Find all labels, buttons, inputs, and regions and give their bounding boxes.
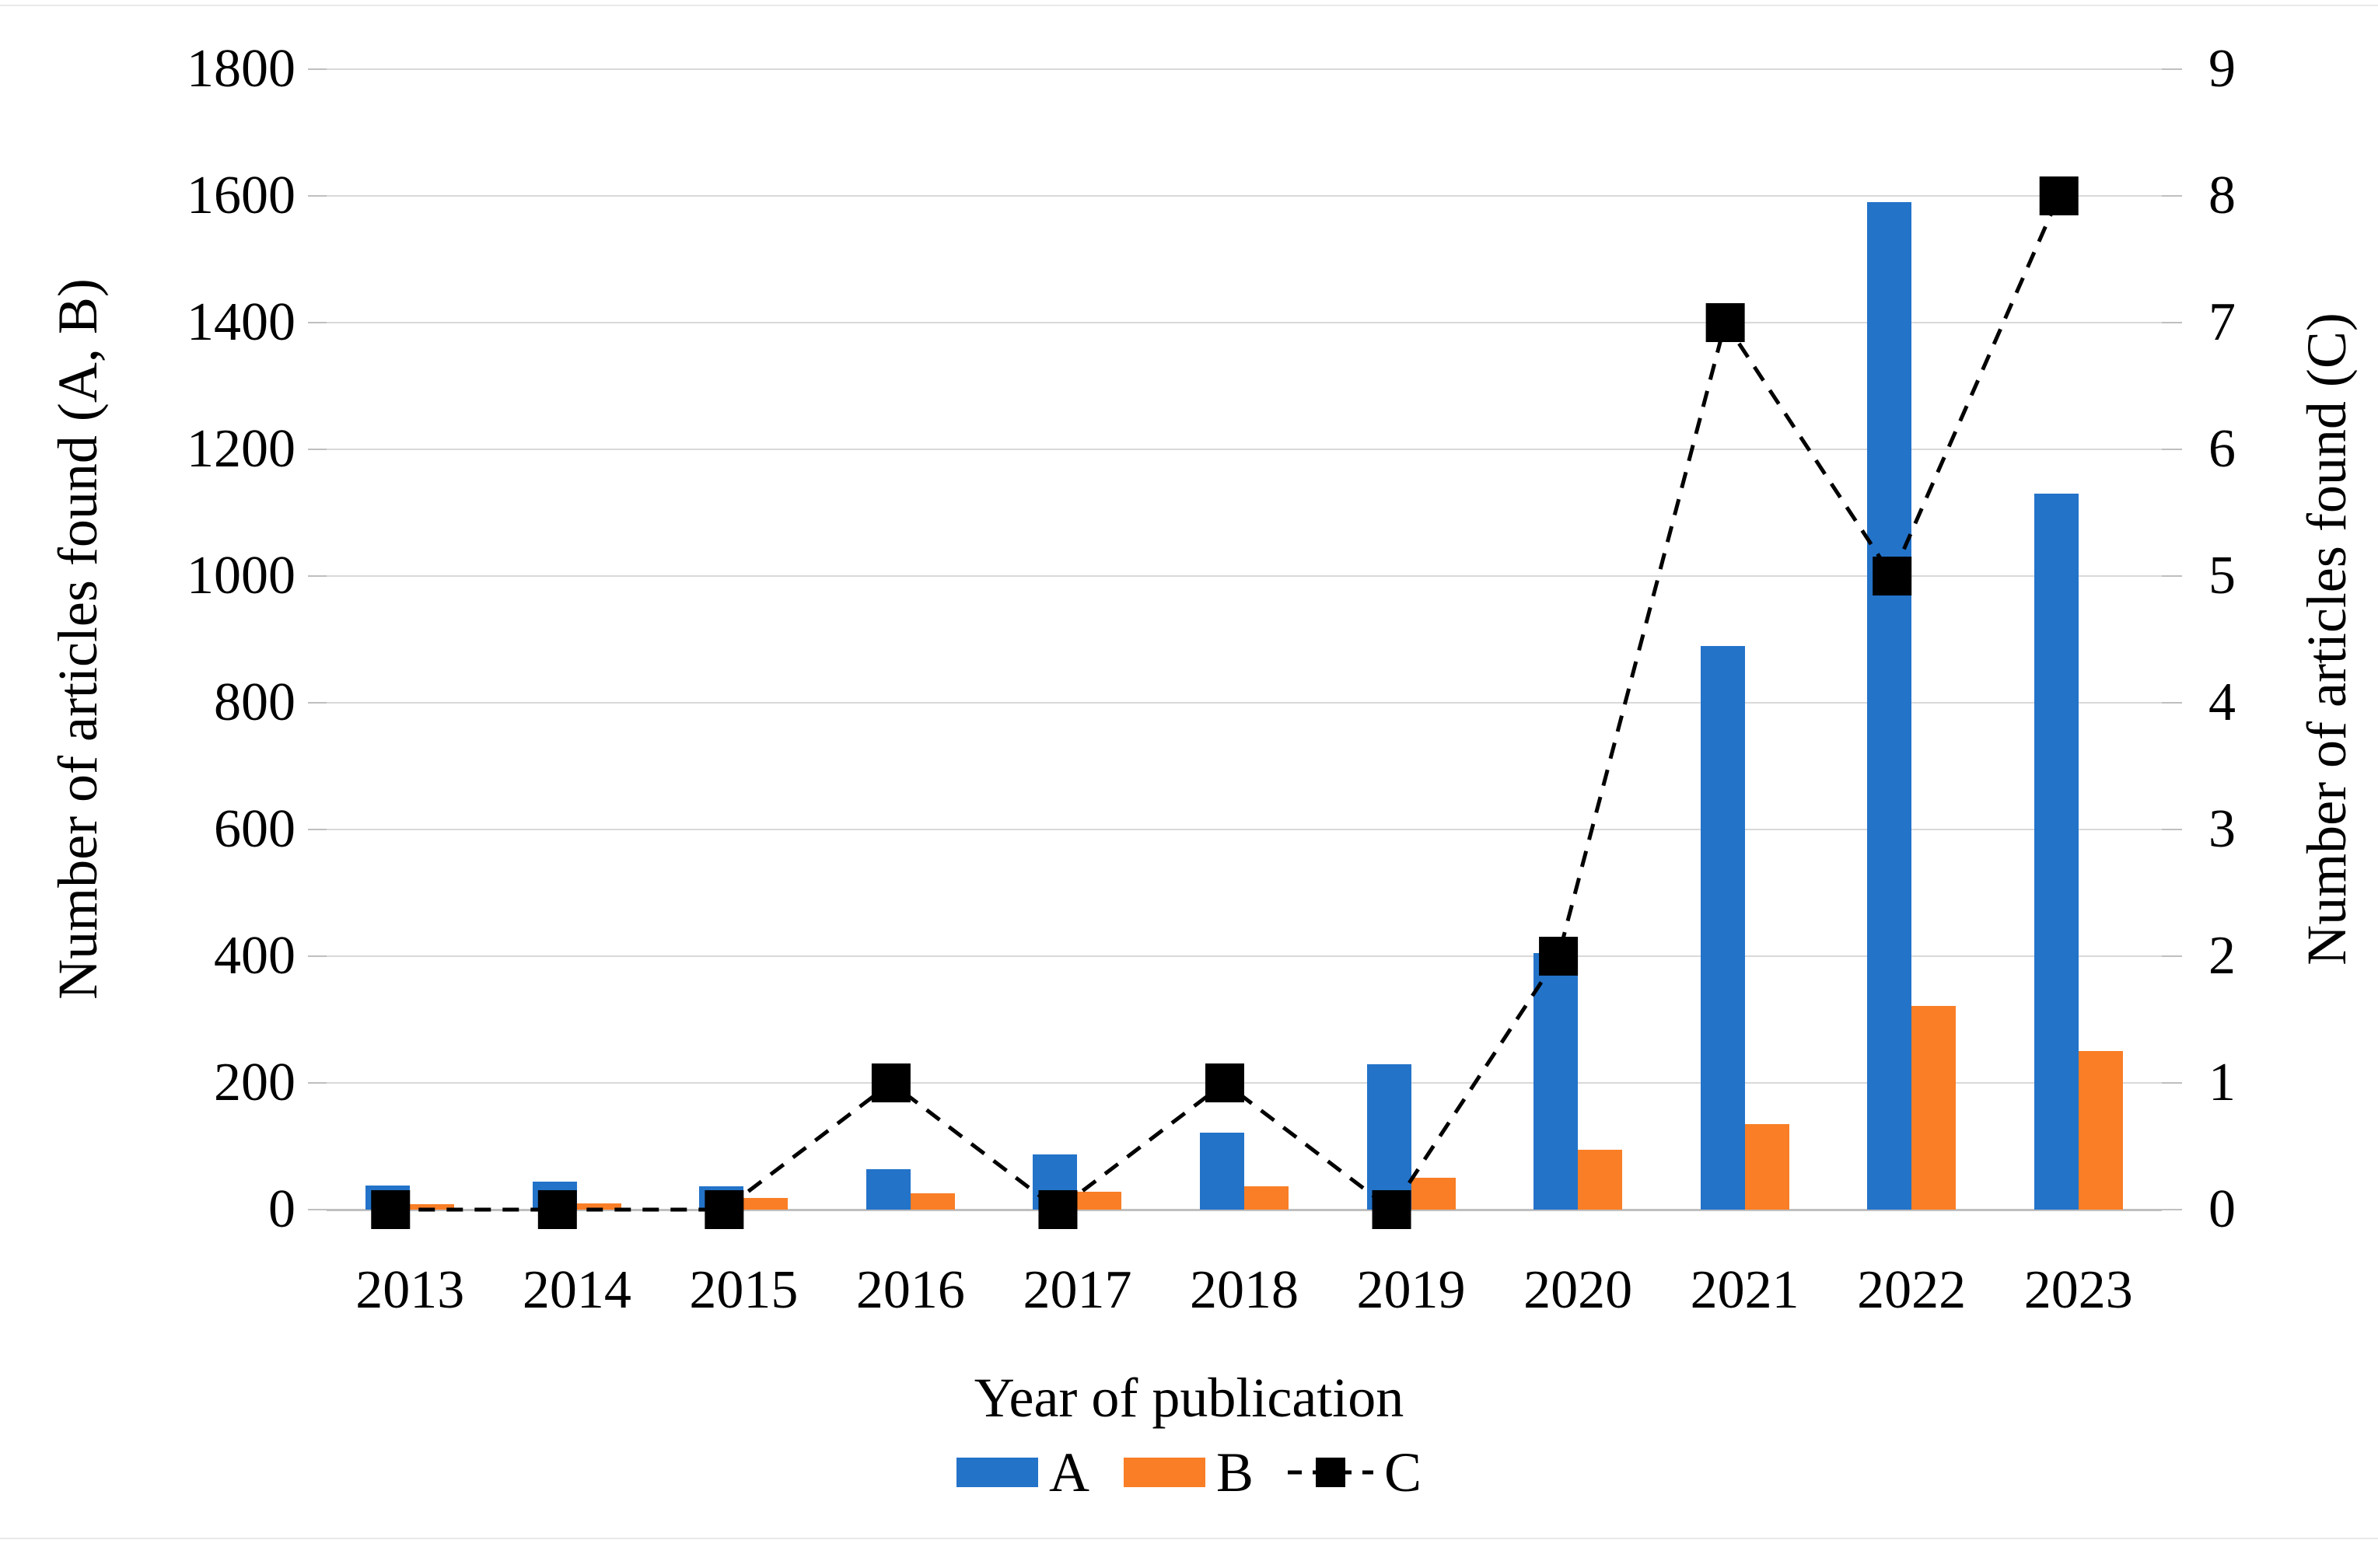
x-tick-label: 2018 <box>1190 1260 1299 1320</box>
bar-A-2018 <box>1200 1132 1244 1210</box>
left-tick-mark <box>308 195 327 197</box>
y-left-tick-label: 1000 <box>187 546 296 606</box>
bar-B-2014 <box>576 1203 621 1210</box>
x-tick-label: 2015 <box>689 1260 799 1320</box>
bar-B-2015 <box>743 1198 789 1210</box>
bar-A-2017 <box>1033 1154 1078 1210</box>
right-tick-mark <box>2162 322 2182 323</box>
right-tick-mark <box>2162 1082 2182 1084</box>
left-tick-mark <box>308 702 327 704</box>
y-right-tick-label: 5 <box>2208 546 2236 606</box>
bar-A-2021 <box>1700 645 1745 1210</box>
x-tick-label: 2023 <box>2023 1260 2133 1320</box>
legend: A B C <box>0 1444 2378 1500</box>
y-left-tick-label: 800 <box>214 672 296 732</box>
y-right-tick-label: 6 <box>2208 419 2236 479</box>
x-tick-label: 2021 <box>1690 1260 1799 1320</box>
x-tick-label: 2017 <box>1023 1260 1132 1320</box>
legend-swatch-A <box>956 1458 1038 1487</box>
bar-B-2016 <box>910 1193 955 1210</box>
y-right-tick-label: 8 <box>2208 166 2236 225</box>
bar-A-2015 <box>699 1186 744 1210</box>
gridline <box>327 68 2162 70</box>
right-tick-mark <box>2162 195 2182 197</box>
legend-label-A: A <box>1048 1441 1089 1503</box>
legend-label-B: B <box>1215 1441 1254 1503</box>
right-tick-mark <box>2162 449 2182 450</box>
y-right-tick-label: 4 <box>2208 672 2236 732</box>
x-tick-label: 2022 <box>1857 1260 1967 1320</box>
page-top-border <box>0 5 2378 6</box>
left-tick-mark <box>308 449 327 450</box>
x-tick-label: 2020 <box>1523 1260 1633 1320</box>
bar-B-2018 <box>1244 1186 1289 1210</box>
y-left-tick-label: 1400 <box>187 292 296 352</box>
y-left-tick-label: 1600 <box>187 166 296 225</box>
y-right-tick-label: 7 <box>2208 292 2236 352</box>
left-tick-mark <box>308 575 327 577</box>
left-tick-mark <box>308 1209 327 1210</box>
bar-A-2022 <box>1867 202 1912 1210</box>
x-tick-label: 2016 <box>855 1260 965 1320</box>
left-tick-mark <box>308 955 327 957</box>
y-right-tick-label: 0 <box>2208 1179 2236 1239</box>
left-tick-mark <box>308 68 327 70</box>
y-left-tick-label: 400 <box>214 926 296 986</box>
left-tick-mark <box>308 829 327 830</box>
y-right-tick-label: 9 <box>2208 39 2236 99</box>
legend-item-C: C <box>1288 1444 1422 1500</box>
left-axis-title: Number of articles found (A, B) <box>47 278 109 1000</box>
x-tick-label: 2014 <box>522 1260 631 1320</box>
bar-A-2020 <box>1533 952 1579 1210</box>
y-right-tick-label: 3 <box>2208 799 2236 859</box>
x-axis-title: Year of publication <box>974 1367 1404 1429</box>
y-left-tick-label: 0 <box>268 1179 296 1239</box>
right-tick-mark <box>2162 955 2182 957</box>
y-left-tick-label: 1800 <box>187 39 296 99</box>
left-tick-mark <box>308 322 327 323</box>
bar-B-2013 <box>410 1203 455 1210</box>
y-right-tick-label: 1 <box>2208 1053 2236 1112</box>
y-left-tick-label: 1200 <box>187 419 296 479</box>
bar-A-2016 <box>866 1168 911 1210</box>
right-tick-mark <box>2162 702 2182 704</box>
y-left-tick-label: 600 <box>214 799 296 859</box>
bar-A-2023 <box>2034 494 2079 1210</box>
right-tick-mark <box>2162 575 2182 577</box>
bar-B-2021 <box>1744 1123 1789 1210</box>
x-tick-label: 2013 <box>355 1260 465 1320</box>
right-tick-mark <box>2162 1209 2182 1210</box>
legend-line-marker-C <box>1288 1458 1373 1487</box>
legend-item-A: A <box>956 1444 1089 1500</box>
x-tick-label: 2019 <box>1356 1260 1466 1320</box>
bar-A-2013 <box>365 1186 411 1210</box>
bar-B-2020 <box>1578 1149 1623 1210</box>
gridline <box>327 195 2162 197</box>
bar-B-2022 <box>1911 1005 1957 1210</box>
legend-item-B: B <box>1123 1441 1254 1503</box>
bar-B-2017 <box>1077 1192 1122 1210</box>
y-left-tick-label: 200 <box>214 1053 296 1112</box>
legend-swatch-B <box>1123 1458 1205 1487</box>
right-tick-mark <box>2162 68 2182 70</box>
page-bottom-border <box>0 1538 2378 1539</box>
bar-B-2019 <box>1411 1178 1456 1210</box>
left-tick-mark <box>308 1082 327 1084</box>
right-tick-mark <box>2162 829 2182 830</box>
bar-A-2019 <box>1366 1063 1411 1210</box>
right-axis-title: Number of articles found (C) <box>2296 313 2358 966</box>
bar-B-2023 <box>2078 1051 2123 1210</box>
legend-label-C: C <box>1384 1441 1422 1503</box>
y-right-tick-label: 2 <box>2208 926 2236 986</box>
bar-A-2014 <box>532 1182 577 1210</box>
